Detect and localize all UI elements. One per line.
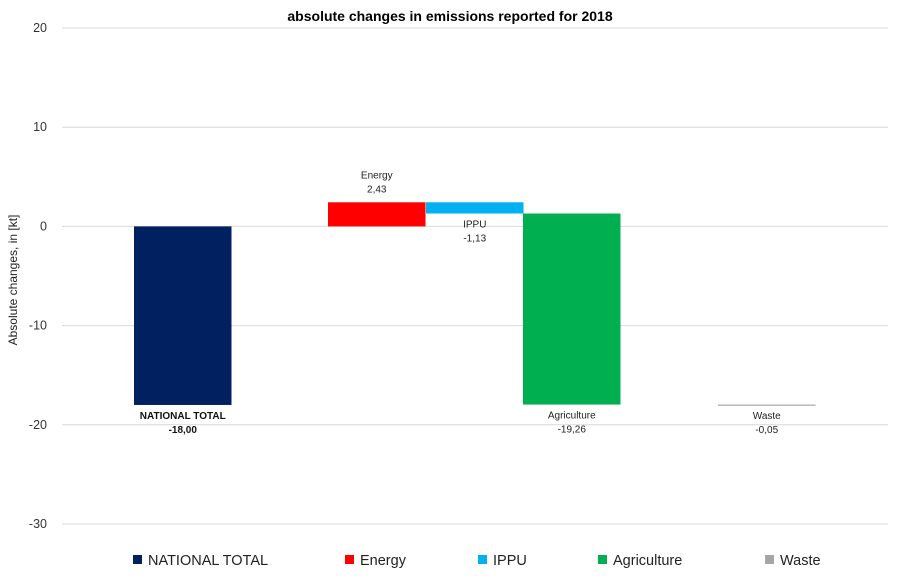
y-tick-label: 0 <box>40 219 47 233</box>
y-tick-label: -10 <box>29 319 47 333</box>
data-labels: NATIONAL TOTAL -18,00 Energy 2,43 IPPU -1,13 A… <box>140 170 781 436</box>
legend-label: Energy <box>360 553 407 569</box>
data-label-category: IPPU <box>463 220 486 231</box>
bar-agriculture <box>523 213 621 405</box>
legend-item: Agriculture <box>598 553 682 569</box>
legend-swatch <box>478 555 487 564</box>
legend-swatch <box>133 555 142 564</box>
legend-label: Waste <box>780 553 821 569</box>
y-tick-label: 20 <box>33 21 47 35</box>
legend-item: NATIONAL TOTAL <box>133 553 268 569</box>
y-tick-label: -30 <box>29 517 47 531</box>
data-label-category: Energy <box>361 170 393 181</box>
data-label-value: 2,43 <box>367 184 387 195</box>
bar-energy <box>328 202 426 227</box>
legend-item: Energy <box>345 553 407 569</box>
bar-waste <box>718 404 816 406</box>
legend-label: IPPU <box>493 553 527 569</box>
y-tick-label: -20 <box>29 418 47 432</box>
legend-swatch <box>765 555 774 564</box>
bars <box>134 202 816 406</box>
y-tick-label: 10 <box>33 120 47 134</box>
legend-swatch <box>598 555 607 564</box>
data-label-value: -0,05 <box>755 425 778 436</box>
legend-swatch <box>345 555 354 564</box>
data-label-category: Agriculture <box>548 411 596 422</box>
legend-item: IPPU <box>478 553 527 569</box>
legend-label: Agriculture <box>613 553 682 569</box>
data-label-category: NATIONAL TOTAL <box>140 411 226 422</box>
legend-item: Waste <box>765 553 821 569</box>
data-label-value: -19,26 <box>558 425 587 436</box>
data-label-value: -18,00 <box>169 425 198 436</box>
legend: NATIONAL TOTAL Energy IPPU Agriculture Waste <box>133 553 821 569</box>
y-axis-label: Absolute changes, in [kt] <box>6 215 20 346</box>
data-label-value: -1,13 <box>463 234 486 245</box>
bar-national-total <box>134 226 232 405</box>
bar-ippu <box>426 202 524 214</box>
y-axis-ticks: 20 10 0 -10 -20 -30 <box>29 21 47 531</box>
data-label-category: Waste <box>753 411 781 422</box>
chart-title: absolute changes in emissions reported f… <box>287 8 612 24</box>
legend-label: NATIONAL TOTAL <box>148 553 268 569</box>
